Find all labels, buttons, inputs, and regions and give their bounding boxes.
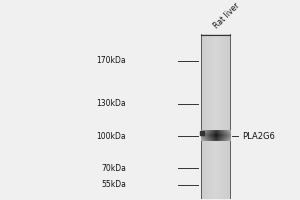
Bar	[227, 34, 228, 199]
Text: 100kDa: 100kDa	[97, 132, 126, 141]
Bar	[225, 34, 226, 199]
Bar	[219, 34, 220, 199]
Bar	[212, 34, 213, 199]
Bar	[215, 34, 216, 199]
Bar	[202, 34, 203, 199]
Bar	[203, 34, 204, 199]
Bar	[200, 34, 201, 199]
Text: 55kDa: 55kDa	[101, 180, 126, 189]
Bar	[224, 34, 225, 199]
Bar	[208, 34, 209, 199]
Bar	[216, 34, 217, 199]
Bar	[218, 34, 219, 199]
Bar	[214, 34, 215, 199]
Bar	[220, 34, 221, 199]
Text: 70kDa: 70kDa	[101, 164, 126, 173]
Bar	[213, 34, 214, 199]
Bar	[210, 34, 211, 199]
Bar	[207, 34, 208, 199]
Bar	[223, 34, 224, 199]
Bar	[226, 34, 227, 199]
Bar	[209, 34, 210, 199]
Text: 170kDa: 170kDa	[97, 56, 126, 65]
Text: Rat liver: Rat liver	[212, 1, 241, 30]
Bar	[206, 34, 207, 199]
Bar	[205, 34, 206, 199]
Text: PLA2G6: PLA2G6	[242, 132, 275, 141]
Bar	[228, 34, 229, 199]
Bar	[222, 34, 223, 199]
Bar	[204, 34, 205, 199]
Bar	[217, 34, 218, 199]
Bar	[201, 34, 202, 199]
Bar	[221, 34, 222, 199]
Bar	[229, 34, 230, 199]
Text: 130kDa: 130kDa	[97, 99, 126, 108]
